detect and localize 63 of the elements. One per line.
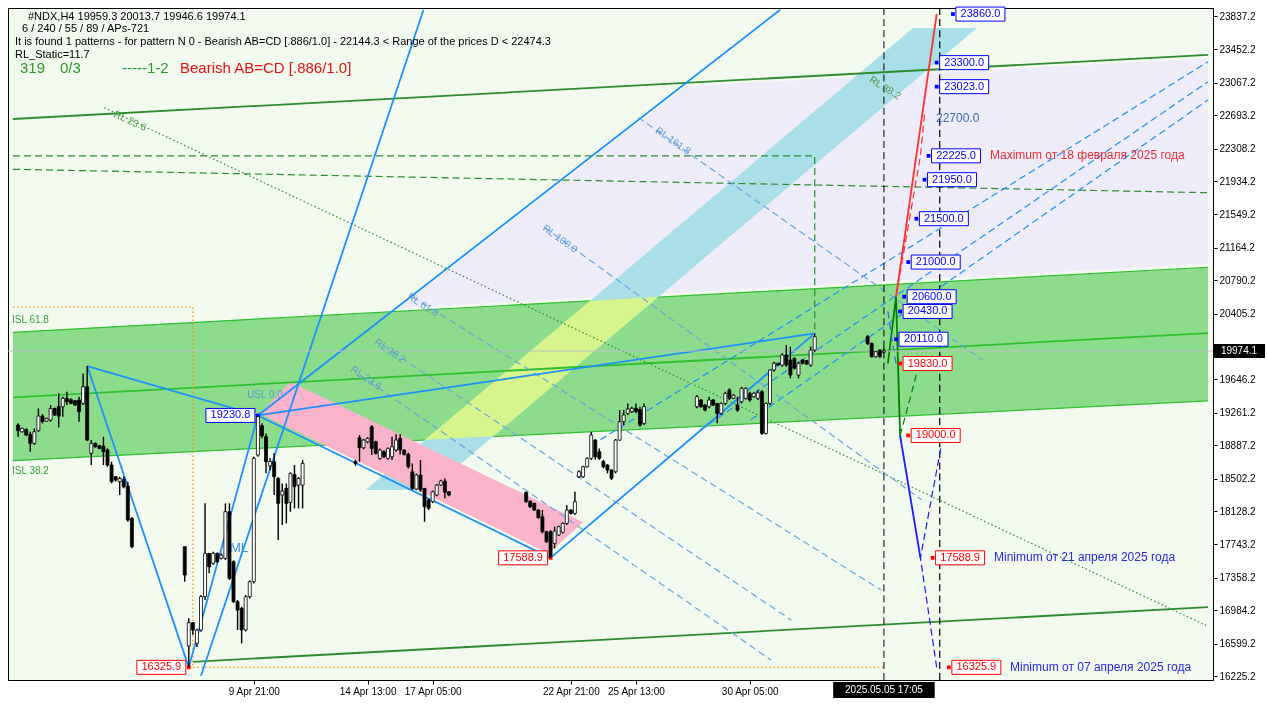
- data-label: 22225.0: [936, 148, 976, 161]
- data-label: 23023.0: [944, 79, 985, 92]
- data-label: 19000.0: [915, 428, 956, 441]
- annotation: RL 61.8: [405, 290, 442, 319]
- x-tick-label: 25 Apr 13:00: [608, 685, 666, 697]
- annotation: Minimum от 21 апреля 2025 года: [994, 550, 1176, 564]
- y-tick-label: 23837.2: [1219, 10, 1257, 22]
- data-label: 17588.9: [503, 550, 543, 563]
- y-tick-label: 23452.2: [1219, 43, 1257, 55]
- text: 6 / 240 / 55 / 89 / APs-721: [22, 22, 150, 34]
- annotation: Minimum от 07 апреля 2025 года: [1010, 660, 1192, 674]
- data-label: 20110.0: [904, 332, 943, 345]
- annotation: -----1-2: [122, 59, 169, 76]
- data-label: 21500.0: [923, 211, 964, 224]
- annotation: 22700.0: [936, 111, 980, 125]
- data-label: 21000.0: [915, 255, 956, 268]
- data-label: 23860.0: [960, 7, 1001, 20]
- y-tick-label: 16599.2: [1219, 638, 1257, 650]
- data-label: 21950.0: [932, 172, 972, 185]
- y-tick-label: 17358.2: [1219, 572, 1257, 584]
- data-label: 20600.0: [911, 289, 952, 302]
- y-tick-label: 17743.2: [1219, 538, 1257, 550]
- y-tick-label: 19646.2: [1219, 373, 1257, 385]
- y-tick-label: 19261.2: [1219, 407, 1257, 419]
- x-tick-label: 30 Apr 05:00: [721, 685, 780, 697]
- annotation: RL_Static=11.7: [15, 48, 90, 60]
- data-label: 16325.9: [956, 660, 997, 673]
- chart-title: #NDX,H4 19959.3 20013.7 19946.6 19974.1: [28, 10, 246, 22]
- data-label: 16325.9: [141, 660, 182, 673]
- y-tick-label: 16984.2: [1219, 604, 1257, 616]
- data-label: 17588.9: [940, 550, 980, 563]
- y-tick-label: 23067.2: [1219, 77, 1257, 89]
- ref-line-label: 19974.1: [1220, 345, 1258, 357]
- y-tick-label: 22308.2: [1219, 143, 1257, 155]
- data-label: 19230.8: [210, 408, 251, 421]
- annotation: Maximum от 18 февраля 2025 года: [990, 148, 1185, 162]
- y-tick-label: 21549.2: [1219, 208, 1257, 220]
- annotation: RL 38.2: [867, 73, 904, 102]
- annotation: ISL 38.2: [12, 465, 50, 476]
- annotation: ISL 61.8: [12, 314, 50, 325]
- x-tick-label: 14 Apr 13:00: [339, 685, 397, 697]
- annotation: 0/3: [60, 59, 81, 76]
- x-tick-label: 22 Apr 21:00: [543, 685, 601, 697]
- annotation: Bearish AB=CD [.886/1.0]: [180, 59, 352, 76]
- y-tick-label: 18128.2: [1219, 505, 1257, 517]
- y-tick-label: 16225.2: [1219, 670, 1257, 682]
- x-tick-label: 9 Apr 21:00: [228, 685, 281, 697]
- y-tick-label: 21164.2: [1219, 242, 1256, 254]
- x-tick-label: 17 Apr 05:00: [404, 685, 462, 697]
- y-tick-label: 20790.2: [1219, 274, 1257, 286]
- y-tick-label: 22693.2: [1219, 109, 1257, 121]
- data-label: 23300.0: [944, 55, 985, 68]
- data-label: 20430.0: [907, 304, 948, 317]
- data-label: 19830.0: [907, 356, 948, 369]
- annotation: 319: [20, 59, 46, 76]
- y-tick-label: 20405.2: [1219, 308, 1257, 320]
- annotation: RL 23.6: [348, 363, 385, 393]
- y-tick-label: 18502.2: [1219, 473, 1257, 485]
- ref-line-label: 2025.05.05 17:05: [845, 684, 924, 695]
- annotation: RL 23.6: [112, 108, 149, 134]
- y-tick-label: 21934.2: [1219, 175, 1257, 187]
- annotation: RL 38.2: [372, 336, 409, 366]
- y-tick-label: 18887.2: [1219, 439, 1257, 451]
